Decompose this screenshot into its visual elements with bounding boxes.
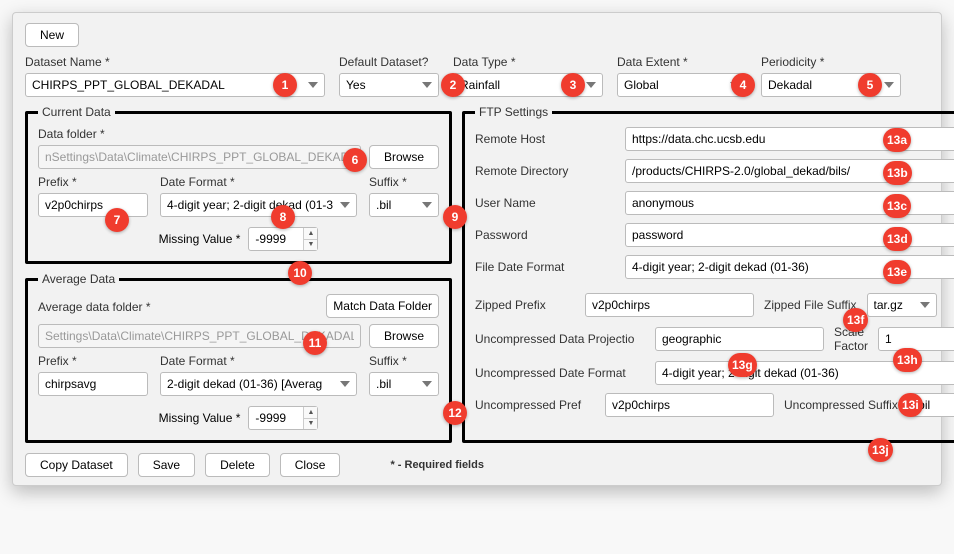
data-extent-label: Data Extent * xyxy=(617,55,747,69)
top-fields-row: Dataset Name * CHIRPS_PPT_GLOBAL_DEKADAL… xyxy=(25,55,929,97)
average-data-legend: Average Data xyxy=(38,272,119,286)
periodicity-label: Periodicity * xyxy=(761,55,901,69)
current-missing-label: Missing Value * xyxy=(159,232,241,246)
current-data-folder-label: Data folder * xyxy=(38,127,439,141)
dataset-name-label: Dataset Name * xyxy=(25,55,325,69)
current-missing-spinner[interactable]: ▲▼ xyxy=(303,228,317,250)
uncomp-prefix-input[interactable] xyxy=(605,393,774,417)
zipped-prefix-input[interactable] xyxy=(585,293,754,317)
average-missing-label: Missing Value * xyxy=(159,411,241,425)
current-date-format-select[interactable]: 4-digit year; 2-digit dekad (01-3 xyxy=(160,193,357,217)
current-suffix-select[interactable]: .bil xyxy=(369,193,439,217)
current-browse-button[interactable]: Browse xyxy=(369,145,439,169)
average-browse-button[interactable]: Browse xyxy=(369,324,439,348)
default-dataset-label: Default Dataset? xyxy=(339,55,439,69)
username-input[interactable] xyxy=(625,191,954,215)
average-prefix-input[interactable] xyxy=(38,372,148,396)
current-suffix-label: Suffix * xyxy=(369,175,439,189)
uncomp-suffix-label: Uncompressed Suffix xyxy=(784,398,898,412)
current-date-format-label: Date Format * xyxy=(160,175,357,189)
zipped-suffix-label: Zipped File Suffix xyxy=(764,298,857,312)
copy-dataset-button[interactable]: Copy Dataset xyxy=(25,453,128,477)
match-data-folder-button[interactable]: Match Data Folder xyxy=(326,294,439,318)
current-data-folder-input[interactable] xyxy=(38,145,361,169)
file-date-format-label: File Date Format xyxy=(475,260,615,274)
password-input[interactable] xyxy=(625,223,954,247)
dataset-name-select[interactable]: CHIRPS_PPT_GLOBAL_DEKADAL xyxy=(25,73,325,97)
close-button[interactable]: Close xyxy=(280,453,341,477)
current-prefix-label: Prefix * xyxy=(38,175,148,189)
average-data-folder-input[interactable] xyxy=(38,324,361,348)
uncomp-date-format-label: Uncompressed Date Format xyxy=(475,366,645,380)
average-date-format-label: Date Format * xyxy=(160,354,357,368)
periodicity-select[interactable]: Dekadal xyxy=(761,73,901,97)
default-dataset-select[interactable]: Yes xyxy=(339,73,439,97)
save-button[interactable]: Save xyxy=(138,453,195,477)
password-label: Password xyxy=(475,228,615,242)
new-button[interactable]: New xyxy=(25,23,79,47)
data-type-label: Data Type * xyxy=(453,55,603,69)
average-data-folder-label: Average data folder * xyxy=(38,300,318,314)
username-label: User Name xyxy=(475,196,615,210)
remote-host-input[interactable] xyxy=(625,127,954,151)
zipped-prefix-label: Zipped Prefix xyxy=(475,298,575,312)
remote-host-label: Remote Host xyxy=(475,132,615,146)
current-data-box: Current Data Data folder * Browse Prefix… xyxy=(25,105,452,264)
delete-button[interactable]: Delete xyxy=(205,453,270,477)
uncomp-suffix-select[interactable]: .bil xyxy=(908,393,954,417)
ftp-settings-legend: FTP Settings xyxy=(475,105,552,119)
file-date-format-select[interactable]: 4-digit year; 2-digit dekad (01-36) xyxy=(625,255,954,279)
current-prefix-input[interactable] xyxy=(38,193,148,217)
data-extent-select[interactable]: Global xyxy=(617,73,747,97)
uncomp-proj-input[interactable] xyxy=(655,327,824,351)
footer-row: Copy Dataset Save Delete Close * - Requi… xyxy=(25,453,929,477)
ftp-settings-box: FTP Settings Remote Host Remote Director… xyxy=(462,105,954,443)
scale-factor-input[interactable] xyxy=(878,327,954,351)
required-fields-note: * - Required fields xyxy=(390,459,484,471)
uncomp-prefix-label: Uncompressed Pref xyxy=(475,398,595,412)
average-missing-spinner[interactable]: ▲▼ xyxy=(303,407,317,429)
average-suffix-select[interactable]: .bil xyxy=(369,372,439,396)
current-data-legend: Current Data xyxy=(38,105,115,119)
average-date-format-select[interactable]: 2-digit dekad (01-36) [Averag xyxy=(160,372,357,396)
average-prefix-label: Prefix * xyxy=(38,354,148,368)
uncomp-proj-label: Uncompressed Data Projectio xyxy=(475,332,645,346)
remote-dir-input[interactable] xyxy=(625,159,954,183)
uncomp-date-format-select[interactable]: 4-digit year; 2-digit dekad (01-36) xyxy=(655,361,954,385)
data-type-select[interactable]: Rainfall xyxy=(453,73,603,97)
zipped-suffix-select[interactable]: tar.gz xyxy=(867,293,937,317)
average-suffix-label: Suffix * xyxy=(369,354,439,368)
scale-factor-label: Scale Factor xyxy=(834,325,868,353)
dataset-settings-dialog: New Dataset Name * CHIRPS_PPT_GLOBAL_DEK… xyxy=(12,12,942,486)
remote-dir-label: Remote Directory xyxy=(475,164,615,178)
average-data-box: Average Data Average data folder * Match… xyxy=(25,272,452,443)
